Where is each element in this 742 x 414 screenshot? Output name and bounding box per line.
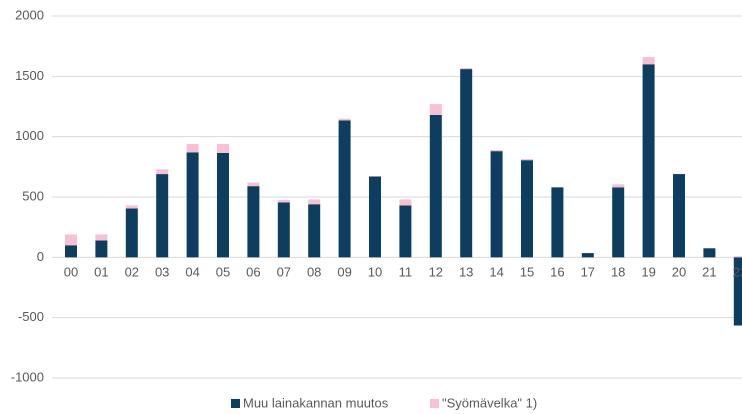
x-tick-label: 01 — [94, 264, 108, 279]
bar — [581, 253, 594, 258]
bar — [277, 200, 290, 203]
bar — [338, 120, 351, 258]
bar — [277, 202, 290, 258]
y-tick-label: 2000 — [15, 7, 44, 22]
x-tick-label: 21 — [702, 264, 716, 279]
x-tick-label: 12 — [429, 264, 443, 279]
x-tick-label: 04 — [185, 264, 199, 279]
bar — [642, 57, 655, 65]
bar — [338, 118, 351, 121]
bar — [460, 67, 473, 70]
x-tick-label: 05 — [216, 264, 230, 279]
x-tick-label: 15 — [520, 264, 534, 279]
x-tick-label: 18 — [611, 264, 625, 279]
legend-swatch — [430, 399, 439, 408]
x-tick-label: 02 — [125, 264, 139, 279]
bar — [186, 143, 199, 153]
bar — [551, 187, 564, 258]
bar — [308, 199, 321, 205]
y-tick-label: -1000 — [11, 369, 44, 384]
bar — [733, 257, 742, 326]
y-tick-label: 500 — [22, 188, 44, 203]
x-tick-label: 13 — [459, 264, 473, 279]
x-tick-label: 17 — [581, 264, 595, 279]
bar — [217, 143, 229, 153]
bar — [521, 160, 533, 258]
x-tick-label: 22 — [733, 264, 742, 279]
x-tick-label: 14 — [489, 264, 503, 279]
bar — [490, 149, 503, 152]
x-tick-label: 19 — [641, 264, 655, 279]
bar — [429, 114, 442, 258]
bar — [490, 151, 503, 258]
legend-label: "Syömävelka" 1) — [442, 395, 537, 410]
bar — [521, 158, 533, 161]
bar — [125, 205, 138, 209]
x-tick-label: 07 — [277, 264, 291, 279]
bar — [733, 256, 742, 258]
bar — [247, 182, 260, 187]
bar — [612, 187, 625, 258]
bar — [642, 64, 655, 258]
bar — [95, 240, 108, 258]
x-tick-label: 10 — [368, 264, 382, 279]
y-tick-label: 0 — [37, 249, 44, 264]
x-tick-label: 09 — [337, 264, 351, 279]
bar — [65, 245, 77, 258]
bar — [703, 248, 716, 258]
legend-swatch — [231, 399, 240, 408]
y-tick-label: -500 — [18, 309, 44, 324]
bar — [156, 174, 169, 258]
bar — [460, 69, 473, 258]
bar — [369, 176, 381, 258]
bar — [125, 208, 138, 258]
x-tick-label: 11 — [399, 264, 413, 279]
bar — [217, 152, 229, 258]
bar — [399, 199, 412, 206]
bar — [429, 104, 442, 115]
x-tick-label: 00 — [64, 264, 78, 279]
x-tick-label: 03 — [155, 264, 169, 279]
x-tick-label: 06 — [246, 264, 260, 279]
x-tick-label: 08 — [307, 264, 321, 279]
bar — [612, 184, 625, 188]
y-tick-label: 1500 — [15, 68, 44, 83]
x-tick-label: 20 — [672, 264, 686, 279]
bar — [95, 234, 108, 241]
y-tick-label: 1000 — [15, 128, 44, 143]
bar — [673, 174, 685, 258]
bar — [399, 205, 412, 258]
x-tick-label: 16 — [550, 264, 564, 279]
bar — [186, 152, 199, 258]
bar — [65, 234, 77, 246]
bar — [156, 169, 169, 175]
bar — [247, 186, 260, 258]
legend-label: Muu lainakannan muutos — [243, 395, 389, 410]
bar — [308, 204, 321, 258]
